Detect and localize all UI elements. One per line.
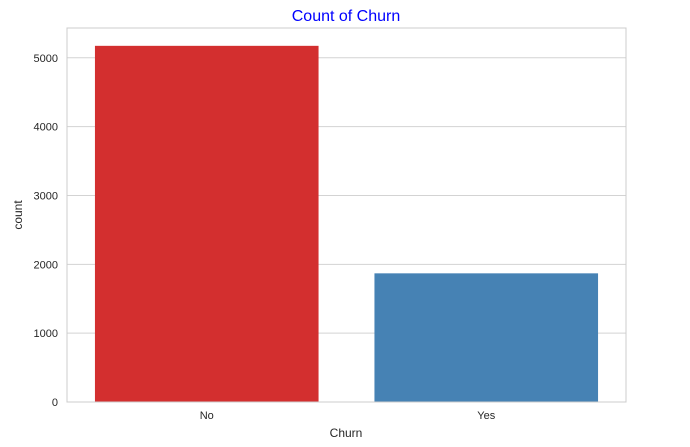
y-tick-label: 3000 — [34, 190, 58, 202]
bar-no — [94, 45, 319, 402]
bars — [94, 45, 599, 402]
y-tick-label: 2000 — [34, 259, 58, 271]
x-tick-labels: No Yes — [200, 410, 496, 422]
y-tick-label: 0 — [52, 397, 58, 409]
chart-title: Count of Churn — [292, 8, 401, 25]
y-tick-label: 4000 — [34, 122, 58, 134]
bar-yes — [374, 273, 599, 402]
x-tick-label: No — [200, 410, 214, 422]
x-tick-label: Yes — [477, 410, 495, 422]
plot-frame — [66, 27, 627, 403]
y-tick-label: 5000 — [34, 53, 58, 65]
x-axis-label: Churn — [330, 426, 363, 440]
y-tick-labels: 0 1000 2000 3000 4000 5000 — [34, 53, 58, 409]
y-axis-label: count — [11, 200, 25, 230]
y-tick-label: 1000 — [34, 328, 58, 340]
